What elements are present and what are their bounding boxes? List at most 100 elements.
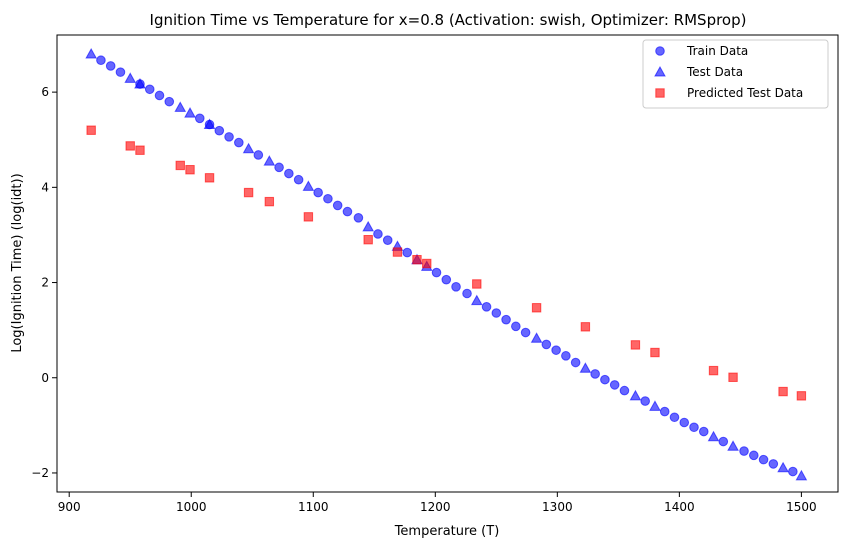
- data-point: [85, 48, 98, 59]
- data-point: [86, 125, 96, 135]
- data-point: [412, 254, 422, 265]
- data-point: [491, 308, 502, 318]
- data-point: [698, 426, 709, 437]
- data-point: [204, 173, 215, 183]
- data-point: [600, 374, 610, 385]
- data-point: [353, 213, 364, 223]
- data-point: [135, 145, 145, 155]
- data-point: [629, 389, 642, 401]
- data-point: [619, 385, 630, 396]
- x-tick-label: 1500: [786, 500, 817, 514]
- data-points: [85, 48, 808, 481]
- data-point: [462, 288, 472, 299]
- data-point: [541, 339, 552, 350]
- data-point: [728, 372, 738, 382]
- data-point: [659, 406, 670, 417]
- data-point: [242, 142, 255, 154]
- data-point: [274, 162, 284, 173]
- data-point: [531, 303, 542, 313]
- x-tick-label: 1100: [298, 500, 329, 514]
- data-point: [332, 200, 343, 211]
- data-point: [124, 72, 137, 83]
- data-point: [451, 282, 461, 292]
- data-point: [422, 258, 432, 269]
- data-point: [561, 351, 571, 361]
- data-point: [144, 84, 155, 95]
- data-point: [796, 391, 807, 401]
- legend: Train Data Test Data Predicted Test Data: [642, 39, 829, 109]
- y-tick-label: 2: [41, 276, 49, 290]
- data-point: [284, 168, 294, 179]
- data-point: [362, 220, 375, 232]
- data-point: [788, 466, 798, 477]
- data-point: [302, 180, 315, 191]
- data-point: [174, 101, 187, 112]
- x-tick-label: 1300: [542, 500, 573, 514]
- data-point: [570, 357, 581, 368]
- data-point: [115, 67, 126, 77]
- x-tick-label: 1200: [420, 500, 451, 514]
- legend-marker: [655, 88, 665, 98]
- data-point: [185, 165, 195, 175]
- data-point: [470, 294, 483, 306]
- data-point: [363, 234, 373, 245]
- data-point: [520, 327, 531, 338]
- legend-marker: [655, 46, 665, 56]
- data-point: [214, 125, 225, 136]
- data-point: [313, 187, 323, 198]
- data-point: [669, 412, 680, 423]
- data-point: [263, 155, 276, 166]
- data-point: [472, 279, 482, 289]
- data-point: [303, 212, 314, 222]
- data-point: [481, 302, 492, 312]
- data-point: [323, 193, 333, 204]
- data-point: [768, 459, 779, 469]
- x-tick-label: 1000: [176, 500, 207, 514]
- data-point: [630, 340, 641, 350]
- data-point: [184, 107, 196, 118]
- data-point: [758, 454, 769, 465]
- data-point: [689, 422, 699, 433]
- x-tick-label: 1400: [664, 500, 695, 514]
- series-square: [86, 125, 807, 401]
- data-point: [650, 347, 660, 358]
- data-point: [105, 61, 116, 71]
- y-axis: −2 0 2 4 6: [31, 85, 57, 480]
- data-point: [795, 469, 808, 481]
- data-point: [382, 235, 393, 245]
- data-point: [778, 386, 788, 397]
- data-point: [203, 118, 216, 129]
- data-point: [175, 160, 185, 171]
- data-point: [96, 55, 106, 66]
- data-point: [402, 247, 413, 258]
- data-point: [708, 365, 719, 376]
- data-point: [194, 113, 205, 124]
- data-point: [609, 380, 620, 390]
- data-point: [551, 345, 561, 355]
- y-tick-label: −2: [31, 466, 49, 480]
- data-point: [441, 274, 452, 285]
- data-point: [164, 96, 175, 107]
- data-point: [293, 174, 304, 185]
- data-point: [154, 90, 165, 101]
- data-point: [342, 206, 353, 217]
- x-axis-label: Temperature (T): [394, 524, 500, 539]
- series-circle: [96, 55, 798, 477]
- x-axis: 900 1000 1100 1200 1300 1400 1500: [58, 492, 817, 514]
- data-point: [580, 322, 591, 332]
- data-point: [134, 78, 146, 89]
- chart-title: Ignition Time vs Temperature for x=0.8 (…: [150, 11, 747, 29]
- data-point: [243, 187, 254, 198]
- data-point: [777, 461, 789, 473]
- legend-label: Predicted Test Data: [687, 86, 803, 100]
- y-tick-label: 4: [41, 180, 49, 194]
- data-point: [707, 430, 720, 442]
- data-point: [501, 314, 511, 325]
- legend-items: Train Data Test Data Predicted Test Data: [654, 44, 803, 100]
- legend-marker: [654, 65, 666, 77]
- data-point: [739, 446, 749, 456]
- data-point: [579, 362, 592, 373]
- data-point: [392, 247, 403, 257]
- plot-area: [56, 34, 839, 493]
